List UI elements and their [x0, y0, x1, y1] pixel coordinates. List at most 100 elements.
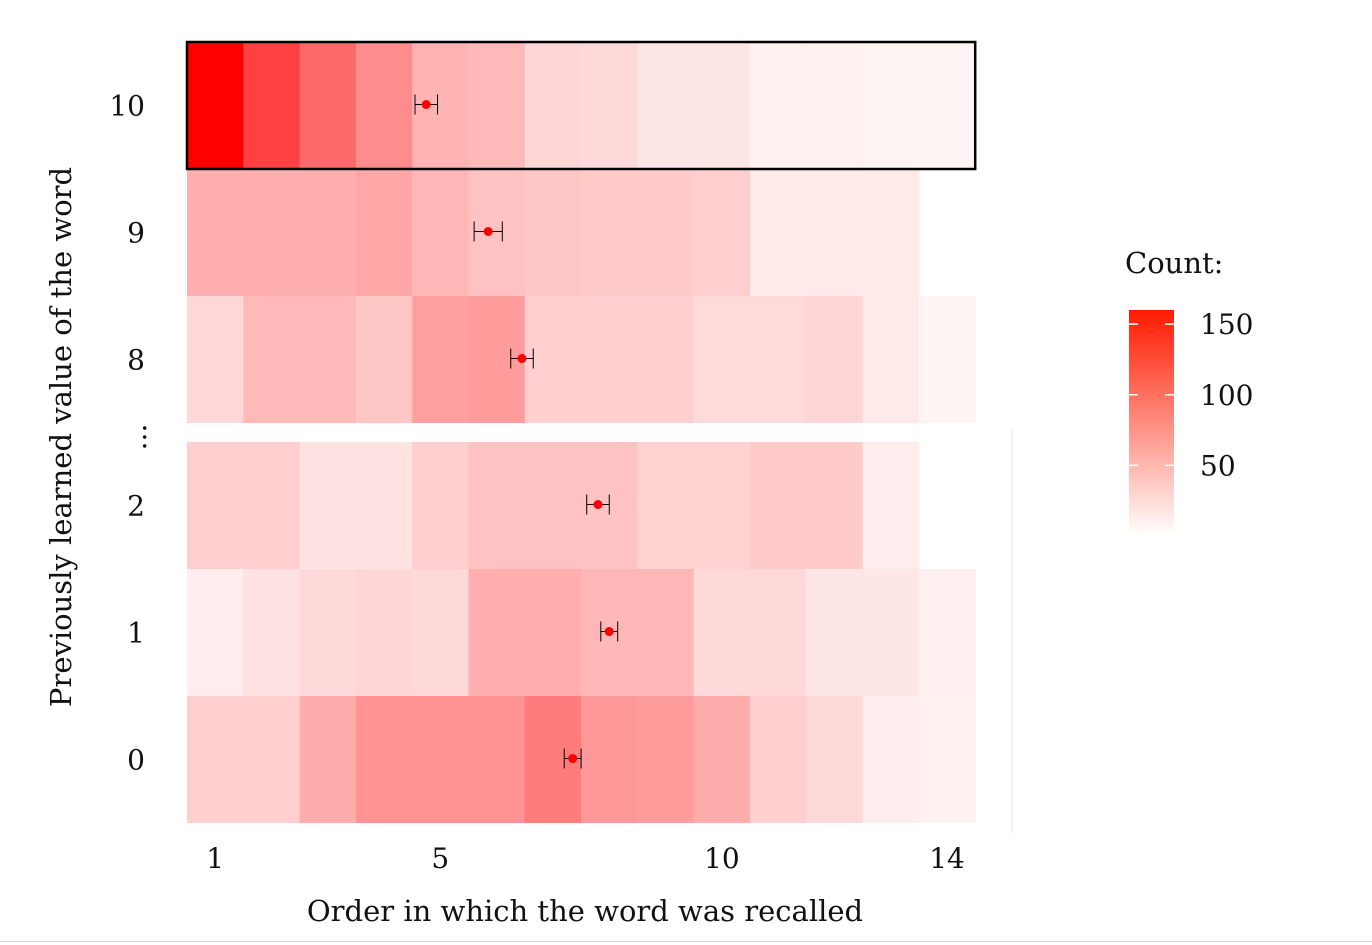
heatmap-cell-row-8-col-4	[356, 296, 413, 423]
mean-point-row-10	[422, 100, 431, 109]
heatmap-cell-row-2-col-1	[187, 442, 244, 569]
y-tick-label-0: 0	[127, 744, 145, 777]
heatmap-cell-row-10-col-2	[243, 42, 300, 169]
heatmap-cell-row-9-col-4	[356, 169, 413, 296]
mean-point-row-1	[605, 627, 614, 636]
heatmap-cell-row-2-col-4	[356, 442, 413, 569]
x-tick-label-5: 5	[431, 842, 449, 875]
heatmap-cell-row-9-col-10	[694, 169, 751, 296]
heatmap-cell-row-10-col-4	[356, 42, 413, 169]
heatmap-cells	[187, 42, 976, 823]
heatmap-cell-row-8-col-13	[863, 296, 920, 423]
heatmap-cell-row-1-col-13	[863, 569, 920, 696]
heatmap-cell-row-8-col-9	[637, 296, 694, 423]
heatmap-cell-row-10-col-1	[187, 42, 244, 169]
heatmap-cell-row-2-col-13	[863, 442, 920, 569]
heatmap-cell-row-2-col-11	[750, 442, 807, 569]
heatmap-cell-row-0-col-11	[750, 696, 807, 823]
mean-point-row-8	[517, 354, 526, 363]
heatmap-cell-row-1-col-3	[300, 569, 357, 696]
mean-point-row-2	[593, 500, 602, 509]
heatmap-cell-row-2-col-6	[469, 442, 526, 569]
heatmap-cell-row-8-col-5	[412, 296, 469, 423]
x-tick-label-1: 1	[206, 842, 224, 875]
heatmap-cell-row-2-col-9	[637, 442, 694, 569]
heatmap-cell-row-1-col-6	[469, 569, 526, 696]
heatmap-cell-row-1-col-10	[694, 569, 751, 696]
legend-label-50: 50	[1200, 449, 1236, 482]
y-tick-label-1: 1	[127, 617, 145, 650]
heatmap-cell-row-9-col-13	[863, 169, 920, 296]
heatmap-cell-row-0-col-5	[412, 696, 469, 823]
heatmap-cell-row-2-col-10	[694, 442, 751, 569]
x-tick-labels: 1 5 10 14	[206, 842, 965, 875]
legend-colorbar	[1129, 310, 1174, 536]
heatmap-cell-row-10-col-12	[806, 42, 863, 169]
heatmap-cell-row-1-col-14	[919, 569, 976, 696]
x-tick-label-14: 14	[929, 842, 965, 875]
heatmap-cell-row-8-col-11	[750, 296, 807, 423]
heatmap-cell-row-1-col-9	[637, 569, 694, 696]
y-axis-title: Previously learned value of the word	[44, 167, 78, 707]
heatmap-cell-row-10-col-14	[919, 42, 976, 169]
x-axis-title: Order in which the word was recalled	[307, 894, 863, 928]
heatmap-cell-row-1-col-2	[243, 569, 300, 696]
heatmap-cell-row-8-col-2	[243, 296, 300, 423]
heatmap-cell-row-10-col-10	[694, 42, 751, 169]
y-axis-break-label: ...	[120, 424, 153, 451]
heatmap-cell-row-0-col-12	[806, 696, 863, 823]
heatmap-cell-row-9-col-5	[412, 169, 469, 296]
heatmap-cell-row-1-col-4	[356, 569, 413, 696]
heatmap-cell-row-8-col-6	[469, 296, 526, 423]
heatmap-cell-row-8-col-14	[919, 296, 976, 423]
heatmap-cell-row-2-col-3	[300, 442, 357, 569]
heatmap-cell-row-1-col-1	[187, 569, 244, 696]
bottom-rule	[0, 941, 1372, 942]
heatmap-cell-row-8-col-10	[694, 296, 751, 423]
heatmap-cell-row-10-col-9	[637, 42, 694, 169]
heatmap-cell-row-1-col-12	[806, 569, 863, 696]
heatmap-cell-row-1-col-11	[750, 569, 807, 696]
heatmap-cell-row-0-col-10	[694, 696, 751, 823]
heatmap-cell-row-2-col-2	[243, 442, 300, 569]
heatmap-cell-row-9-col-3	[300, 169, 357, 296]
heatmap-cell-row-9-col-1	[187, 169, 244, 296]
heatmap-cell-row-10-col-3	[300, 42, 357, 169]
heatmap-cell-row-0-col-6	[469, 696, 526, 823]
heatmap-cell-row-10-col-8	[581, 42, 638, 169]
heatmap-cell-row-9-col-7	[525, 169, 582, 296]
heatmap-cell-row-9-col-6	[469, 169, 526, 296]
heatmap-cell-row-10-col-7	[525, 42, 582, 169]
heatmap-cell-row-8-col-3	[300, 296, 357, 423]
y-tick-label-2: 2	[127, 490, 145, 523]
legend-title: Count:	[1125, 246, 1223, 280]
y-tick-label-10: 10	[109, 90, 145, 123]
heatmap-cell-row-2-col-7	[525, 442, 582, 569]
heatmap-cell-row-0-col-4	[356, 696, 413, 823]
heatmap-cell-row-9-col-12	[806, 169, 863, 296]
heatmap-cell-row-10-col-5	[412, 42, 469, 169]
heatmap-cell-row-9-col-11	[750, 169, 807, 296]
heatmap-cell-row-9-col-2	[243, 169, 300, 296]
heatmap-cell-row-0-col-13	[863, 696, 920, 823]
mean-point-row-0	[568, 754, 577, 763]
legend-label-150: 150	[1200, 308, 1253, 341]
y-tick-label-8: 8	[127, 344, 145, 377]
heatmap-cell-row-1-col-7	[525, 569, 582, 696]
heatmap-cell-row-8-col-12	[806, 296, 863, 423]
legend-label-100: 100	[1200, 379, 1253, 412]
heatmap-cell-row-0-col-1	[187, 696, 244, 823]
heatmap-cell-row-9-col-8	[581, 169, 638, 296]
mean-point-row-9	[484, 227, 493, 236]
heatmap-cell-row-10-col-11	[750, 42, 807, 169]
heatmap-cell-row-9-col-9	[637, 169, 694, 296]
heatmap-cell-row-2-col-12	[806, 442, 863, 569]
y-tick-label-9: 9	[127, 217, 145, 250]
heatmap-cell-row-8-col-1	[187, 296, 244, 423]
heatmap-cell-row-8-col-8	[581, 296, 638, 423]
heatmap-cell-row-0-col-14	[919, 696, 976, 823]
heatmap-cell-row-10-col-13	[863, 42, 920, 169]
heatmap-cell-row-0-col-8	[581, 696, 638, 823]
x-tick-label-10: 10	[704, 842, 740, 875]
